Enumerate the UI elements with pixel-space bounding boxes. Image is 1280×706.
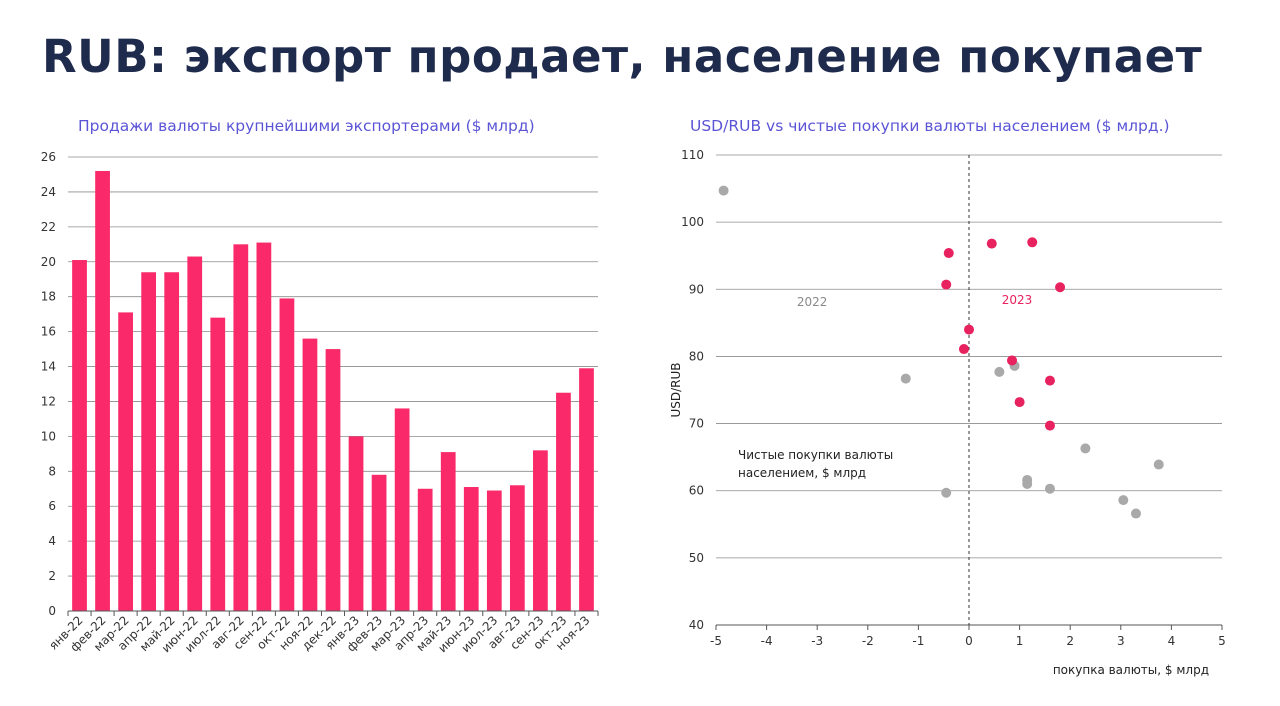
bar-y-tick-label: 24 <box>41 185 56 199</box>
bar <box>394 408 410 611</box>
scatter-point-2022 <box>718 185 729 196</box>
scatter-point-2023 <box>943 248 954 259</box>
bar <box>95 170 110 611</box>
scatter-y-tick-label: 90 <box>689 282 704 296</box>
scatter-y-tick-label: 80 <box>689 349 704 363</box>
scatter-y-tick-label: 70 <box>689 417 704 431</box>
scatter-x-tick-label: -3 <box>811 634 823 648</box>
scatter-x-tick-label: 4 <box>1168 634 1176 648</box>
scatter-point-2023 <box>1044 375 1055 386</box>
scatter-point-2023 <box>986 238 997 249</box>
bar-y-tick-label: 18 <box>41 290 56 304</box>
label-2023: 2023 <box>1002 293 1033 307</box>
bar-y-tick-label: 12 <box>41 394 56 408</box>
bar <box>72 260 87 611</box>
scatter-y-axis-label: USD/RUB <box>669 362 683 417</box>
scatter-y-tick-label: 50 <box>689 551 704 565</box>
bar <box>141 272 157 611</box>
bar <box>440 452 456 611</box>
bar <box>556 392 571 611</box>
bar <box>118 312 133 611</box>
scatter-x-tick-label: -1 <box>912 634 924 648</box>
scatter-x-tick-label: 5 <box>1218 634 1226 648</box>
bar-y-tick-label: 8 <box>48 464 56 478</box>
bar-y-tick-label: 2 <box>48 569 56 583</box>
bar <box>509 485 525 611</box>
bar <box>486 490 502 611</box>
bar <box>210 317 226 611</box>
bar-y-tick-label: 4 <box>48 534 56 548</box>
scatter-point-2022 <box>1080 443 1091 454</box>
scatter-x-tick-label: 3 <box>1117 634 1125 648</box>
scatter-point-2022 <box>1118 495 1129 506</box>
bar <box>348 436 364 611</box>
scatter-x-axis-label: покупка валюты, $ млрд <box>1053 663 1209 677</box>
scatter-point-2022 <box>1022 479 1033 489</box>
bar <box>417 488 433 611</box>
bar <box>187 256 203 611</box>
scatter-point-2023 <box>941 279 952 290</box>
bar-y-tick-label: 14 <box>41 360 56 374</box>
label-2022: 2022 <box>797 295 828 309</box>
scatter-point-2022 <box>994 366 1005 377</box>
bar-chart-title: Продажи валюты крупнейшими экспортерами … <box>78 117 535 135</box>
scatter-x-tick-label: -4 <box>761 634 773 648</box>
bar-y-tick-label: 26 <box>41 150 56 164</box>
annotation-line-2: населением, $ млрд <box>738 466 866 480</box>
scatter-x-tick-label: 1 <box>1016 634 1024 648</box>
scatter-point-2022 <box>900 373 911 384</box>
scatter-chart-title: USD/RUB vs чистые покупки валюты населен… <box>690 117 1170 135</box>
scatter-y-tick-label: 110 <box>681 148 704 162</box>
bar <box>371 474 387 611</box>
scatter-x-tick-label: -5 <box>710 634 722 648</box>
scatter-point-2023 <box>1055 282 1066 293</box>
scatter-y-tick-label: 40 <box>689 618 704 632</box>
bar <box>164 272 180 611</box>
scatter-point-2023 <box>1014 397 1025 408</box>
scatter-x-tick-label: 0 <box>965 634 973 648</box>
bar <box>279 298 295 611</box>
bar <box>463 487 479 611</box>
bar-y-tick-label: 22 <box>41 220 56 234</box>
bar <box>325 349 341 611</box>
scatter-point-2023 <box>1027 237 1038 248</box>
scatter-point-2023 <box>958 344 969 355</box>
bar-y-tick-label: 6 <box>48 499 56 513</box>
scatter-x-tick-label: -2 <box>862 634 874 648</box>
bar <box>256 242 272 612</box>
bar-y-tick-label: 0 <box>48 604 56 618</box>
scatter-y-tick-label: 60 <box>689 484 704 498</box>
bar <box>533 450 548 611</box>
bar <box>302 338 318 611</box>
bar <box>579 368 594 611</box>
scatter-point-2023 <box>964 324 974 335</box>
bar <box>233 244 249 612</box>
page-title: RUB: экспорт продает, население покупает <box>42 30 1203 83</box>
scatter-point-2023 <box>1044 420 1055 431</box>
scatter-point-2022 <box>1130 508 1141 519</box>
scatter-point-2022 <box>1044 483 1055 494</box>
bar-y-tick-label: 20 <box>41 255 56 269</box>
annotation-line-1: Чистые покупки валюты <box>738 448 893 462</box>
scatter-point-2022 <box>941 487 952 498</box>
scatter-point-2023 <box>1007 355 1018 366</box>
bar-y-tick-label: 16 <box>41 325 56 339</box>
scatter-y-tick-label: 100 <box>681 215 704 229</box>
scatter-x-tick-label: 2 <box>1066 634 1074 648</box>
bar-y-tick-label: 10 <box>41 429 56 443</box>
scatter-point-2022 <box>1153 459 1164 470</box>
